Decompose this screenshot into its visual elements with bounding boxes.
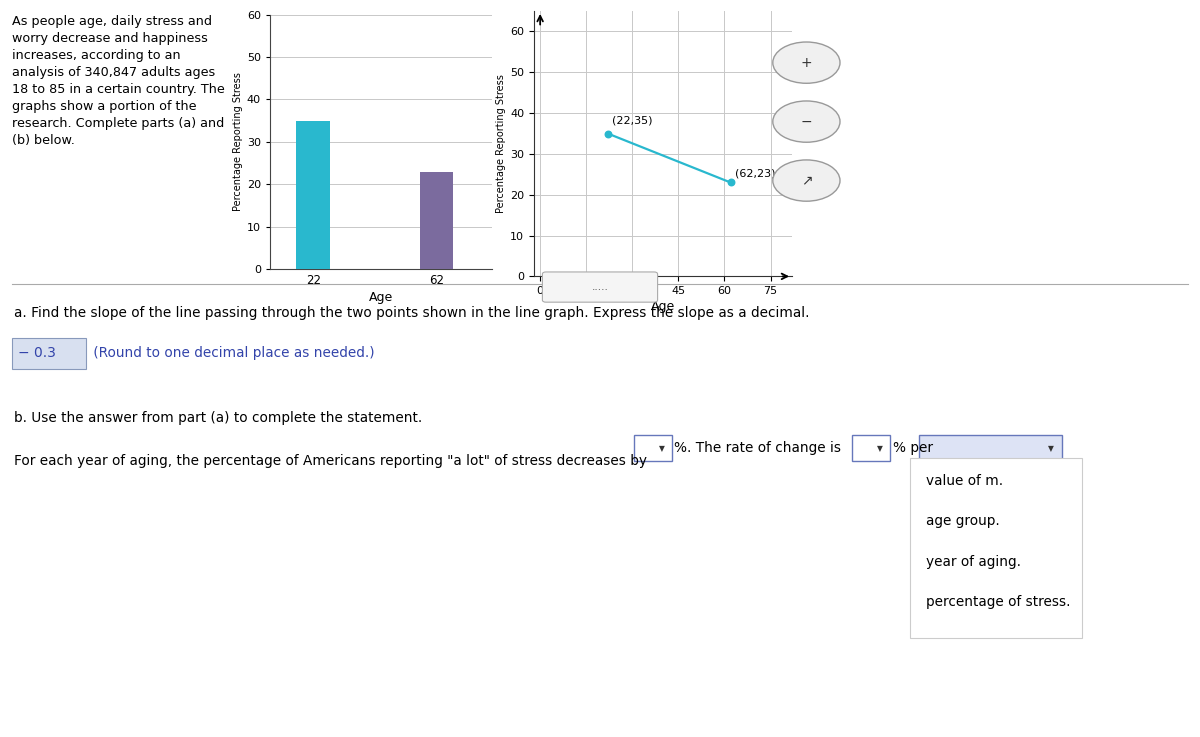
Point	[598, 128, 617, 139]
Text: value of m.: value of m.	[926, 474, 1003, 487]
Text: − 0.3: − 0.3	[18, 346, 56, 360]
Text: ▼: ▼	[1048, 444, 1054, 453]
Text: (62,23): (62,23)	[736, 168, 775, 178]
X-axis label: Age: Age	[650, 300, 676, 313]
Text: +: +	[800, 56, 812, 69]
Text: For each year of aging, the percentage of Americans reporting "a lot" of stress : For each year of aging, the percentage o…	[14, 454, 648, 468]
Bar	[296, 121, 330, 269]
Text: (Round to one decimal place as needed.): (Round to one decimal place as needed.)	[89, 346, 374, 360]
Text: percentage of stress.: percentage of stress.	[926, 595, 1070, 609]
Text: (22,35): (22,35)	[612, 115, 653, 125]
Text: −: −	[800, 115, 812, 128]
Text: .....: .....	[592, 282, 608, 292]
Text: a. Find the slope of the line passing through the two points shown in the line g: a. Find the slope of the line passing th…	[14, 306, 810, 320]
Bar	[420, 172, 454, 269]
Text: ↗: ↗	[800, 174, 812, 187]
Y-axis label: Percentage Reporting Stress: Percentage Reporting Stress	[496, 74, 506, 213]
Text: ▼: ▼	[877, 444, 883, 453]
Text: age group.: age group.	[926, 514, 1000, 528]
X-axis label: Age: Age	[368, 291, 394, 304]
Text: % per: % per	[893, 441, 932, 455]
Text: %. The rate of change is: %. The rate of change is	[674, 441, 841, 455]
Text: ▼: ▼	[659, 444, 665, 453]
Text: b. Use the answer from part (a) to complete the statement.: b. Use the answer from part (a) to compl…	[14, 411, 422, 425]
Y-axis label: Percentage Reporting Stress: Percentage Reporting Stress	[233, 72, 242, 212]
Text: As people age, daily stress and
worry decrease and happiness
increases, accordin: As people age, daily stress and worry de…	[12, 15, 224, 147]
Point	[721, 177, 740, 189]
Text: year of aging.: year of aging.	[926, 555, 1021, 568]
